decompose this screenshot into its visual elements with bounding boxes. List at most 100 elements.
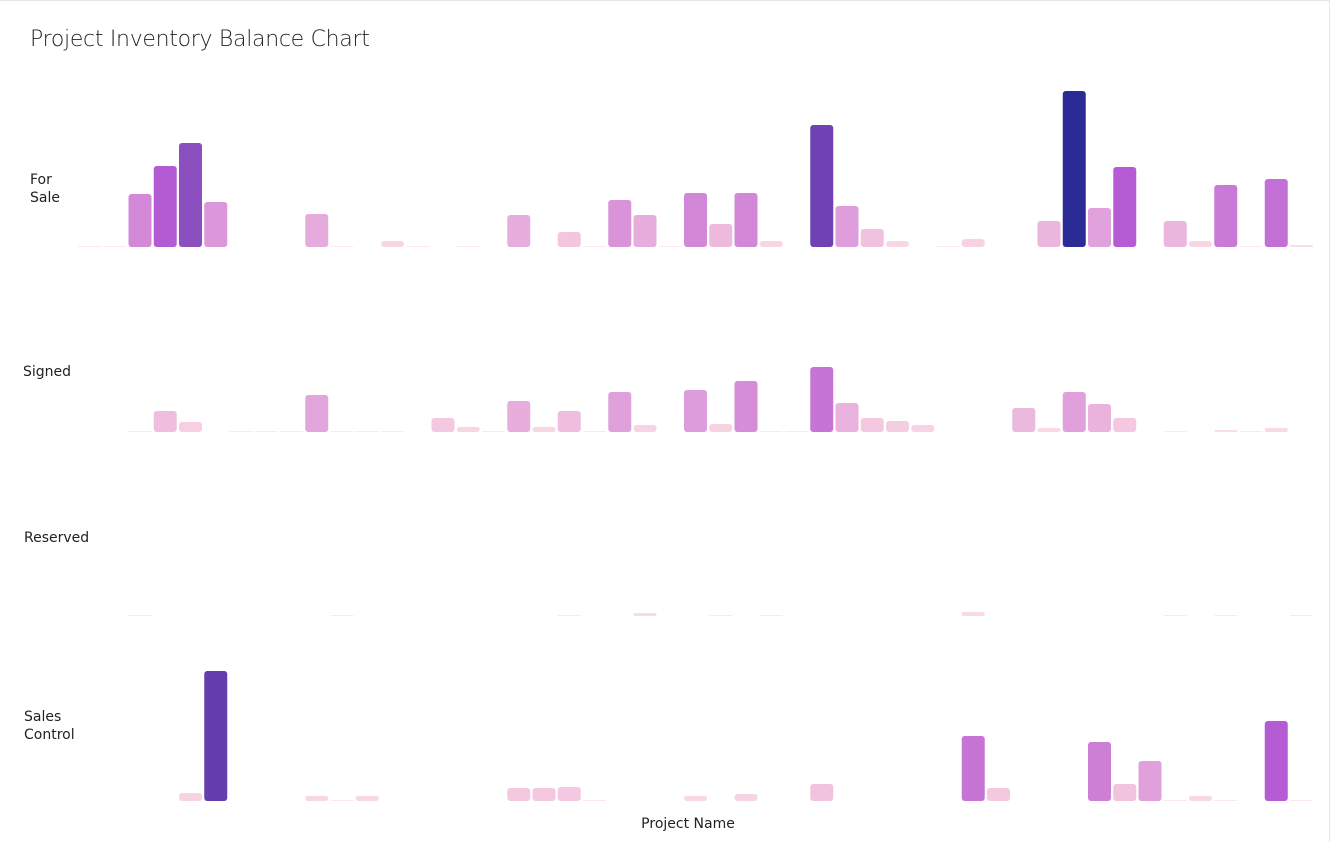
bar[interactable] <box>911 425 935 432</box>
bar[interactable] <box>810 125 834 247</box>
bar[interactable] <box>456 246 480 247</box>
bar[interactable] <box>204 202 228 247</box>
bar[interactable] <box>507 788 531 801</box>
bar[interactable] <box>583 246 606 247</box>
bar[interactable] <box>684 796 707 801</box>
bar[interactable] <box>355 796 379 801</box>
bar[interactable] <box>684 193 707 247</box>
bar[interactable] <box>1189 796 1212 801</box>
bar[interactable] <box>608 392 632 432</box>
bar[interactable] <box>254 431 278 432</box>
bar[interactable] <box>557 411 581 432</box>
bar[interactable] <box>1290 615 1313 616</box>
bar[interactable] <box>330 615 354 616</box>
bar[interactable] <box>330 431 354 432</box>
bar[interactable] <box>330 246 354 247</box>
bar[interactable] <box>734 794 758 801</box>
bar[interactable] <box>179 793 202 801</box>
bar[interactable] <box>153 411 177 432</box>
bar[interactable] <box>734 193 758 247</box>
bar[interactable] <box>229 431 253 432</box>
bar[interactable] <box>381 431 404 432</box>
bar[interactable] <box>128 194 152 247</box>
bar[interactable] <box>810 367 834 432</box>
bar[interactable] <box>835 206 859 247</box>
bar[interactable] <box>507 215 531 247</box>
bar[interactable] <box>1214 800 1238 801</box>
bar[interactable] <box>633 613 657 616</box>
bar[interactable] <box>381 241 404 247</box>
bar[interactable] <box>431 418 455 432</box>
bar[interactable] <box>1214 615 1238 616</box>
bar[interactable] <box>860 418 884 432</box>
bar[interactable] <box>456 427 480 432</box>
bar[interactable] <box>482 431 505 432</box>
bar[interactable] <box>557 615 581 616</box>
bar[interactable] <box>1264 428 1288 432</box>
bar[interactable] <box>406 246 430 247</box>
bar[interactable] <box>557 232 581 247</box>
bar[interactable] <box>886 241 909 247</box>
bar[interactable] <box>305 395 329 432</box>
bar[interactable] <box>1163 615 1187 616</box>
bar[interactable] <box>507 401 531 432</box>
bar[interactable] <box>633 425 657 432</box>
bar[interactable] <box>608 200 632 247</box>
bar[interactable] <box>1264 721 1288 801</box>
bar[interactable] <box>557 787 581 801</box>
bar[interactable] <box>709 615 733 616</box>
bar[interactable] <box>734 381 758 432</box>
bar[interactable] <box>1012 408 1036 432</box>
bar[interactable] <box>179 422 202 432</box>
bar[interactable] <box>330 800 354 801</box>
bar[interactable] <box>936 246 960 247</box>
bar[interactable] <box>1163 800 1187 801</box>
bar[interactable] <box>1088 742 1111 801</box>
bar[interactable] <box>103 246 127 247</box>
bar[interactable] <box>1062 91 1086 247</box>
bar[interactable] <box>1113 167 1137 247</box>
bar[interactable] <box>1214 185 1238 247</box>
bar[interactable] <box>961 239 985 247</box>
bar[interactable] <box>1062 392 1086 432</box>
bar[interactable] <box>1239 431 1263 432</box>
bar[interactable] <box>1290 245 1313 247</box>
bar[interactable] <box>1037 428 1061 432</box>
bar[interactable] <box>78 246 101 247</box>
bar[interactable] <box>759 615 783 616</box>
bar[interactable] <box>987 788 1010 801</box>
bar[interactable] <box>1163 431 1187 432</box>
bar[interactable] <box>583 431 606 432</box>
bar[interactable] <box>709 224 733 247</box>
bar[interactable] <box>860 229 884 247</box>
bar[interactable] <box>1163 221 1187 247</box>
bar[interactable] <box>961 736 985 801</box>
bar[interactable] <box>583 800 606 801</box>
bar[interactable] <box>128 615 152 616</box>
bar[interactable] <box>1088 404 1111 432</box>
bar[interactable] <box>1290 800 1313 801</box>
bar[interactable] <box>633 215 657 247</box>
bar[interactable] <box>886 421 909 432</box>
bar[interactable] <box>1264 179 1288 247</box>
bar[interactable] <box>759 241 783 247</box>
bar[interactable] <box>128 431 152 432</box>
bar[interactable] <box>280 431 303 432</box>
bar[interactable] <box>305 796 329 801</box>
bar[interactable] <box>1113 784 1137 801</box>
bar[interactable] <box>204 671 228 801</box>
bar[interactable] <box>709 424 733 432</box>
bar[interactable] <box>532 788 556 801</box>
bar[interactable] <box>961 612 985 616</box>
bar[interactable] <box>153 166 177 247</box>
bar[interactable] <box>532 427 556 432</box>
bar[interactable] <box>1189 241 1212 247</box>
bar[interactable] <box>759 431 783 432</box>
bar[interactable] <box>810 784 834 801</box>
bar[interactable] <box>355 431 379 432</box>
bar[interactable] <box>785 431 808 432</box>
bar[interactable] <box>1088 208 1111 247</box>
bar[interactable] <box>1138 761 1162 801</box>
bar[interactable] <box>179 143 202 247</box>
bar[interactable] <box>658 246 682 247</box>
